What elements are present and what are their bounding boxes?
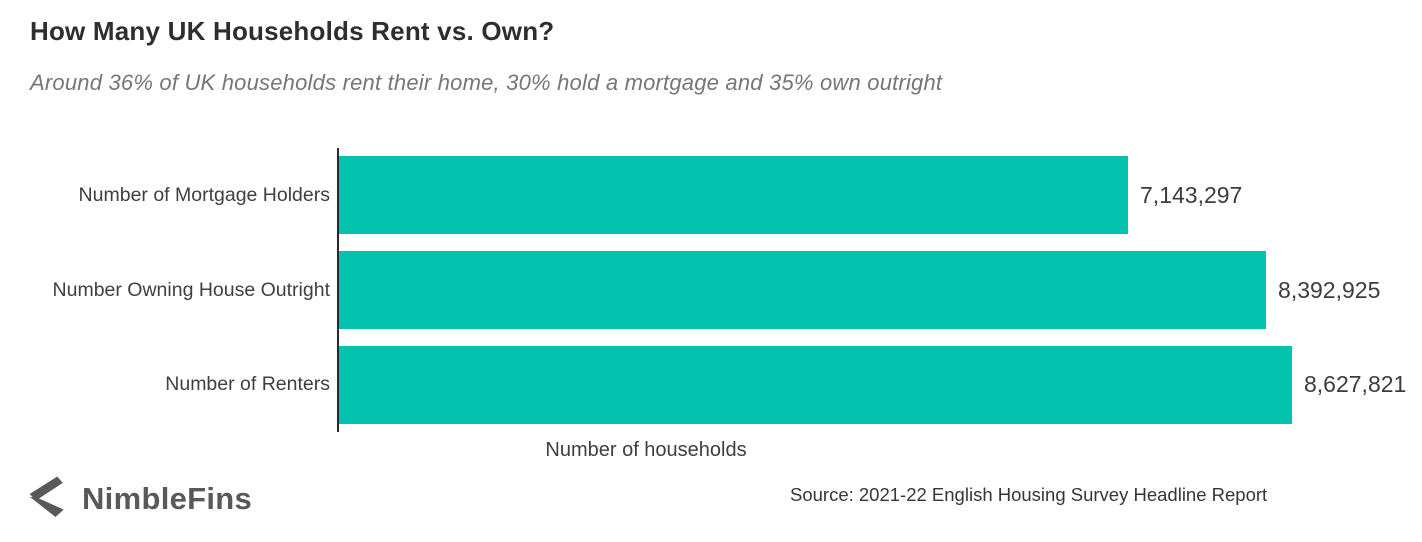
nimblefins-logo-text: NimbleFins [82, 481, 253, 516]
chart-subtitle: Around 36% of UK households rent their h… [30, 70, 943, 95]
bar-owning-outright [339, 251, 1267, 329]
nimblefins-logo: NimbleFins [26, 473, 252, 525]
bar-value-mortgage-holders: 7,143,297 [1140, 181, 1243, 208]
source-attribution: Source: 2021-22 English Housing Survey H… [790, 484, 1268, 505]
y-axis-category-labels: Number of Mortgage Holders Number Owning… [0, 148, 330, 432]
nimblefins-fin-icon [29, 476, 64, 517]
bar-value-owning-outright: 8,392,925 [1278, 276, 1381, 303]
category-label-mortgage-holders: Number of Mortgage Holders [78, 183, 330, 206]
bar-row-mortgage-holders: 7,143,297 [339, 148, 1292, 243]
chart-title: How Many UK Households Rent vs. Own? [30, 16, 555, 46]
bar-mortgage-holders [339, 156, 1129, 235]
bar-row-owning-outright: 8,392,925 [339, 243, 1380, 338]
category-label-renters: Number of Renters [165, 373, 330, 396]
bar-value-renters: 8,627,821 [1304, 371, 1407, 398]
bar-row-renters: 8,627,821 [339, 337, 1406, 432]
x-axis-label: Number of households [545, 439, 747, 461]
y-axis-line [337, 148, 339, 432]
bar-renters [339, 345, 1292, 424]
category-label-owning-outright: Number Owning House Outright [52, 278, 330, 301]
bar-plot-area: 7,143,297 8,392,925 8,627,821 [339, 148, 1406, 432]
